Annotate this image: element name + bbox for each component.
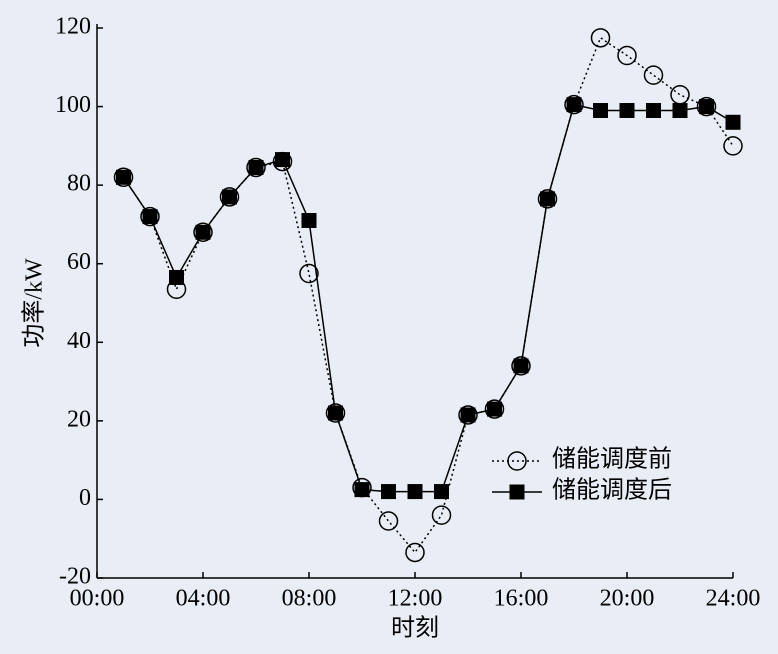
data-point — [511, 356, 531, 376]
y-tick-label: 20 — [67, 406, 91, 432]
data-point — [696, 96, 717, 117]
data-point — [195, 224, 211, 240]
data-point — [513, 358, 529, 374]
data-point — [619, 103, 635, 118]
legend-label: 储能调度前 — [552, 446, 672, 473]
data-point — [593, 103, 608, 118]
legend-label: 储能调度后 — [552, 477, 672, 504]
data-point — [299, 263, 319, 284]
y-tick-label: -20 — [59, 564, 91, 590]
y-tick-label: 120 — [55, 14, 91, 40]
data-point — [643, 65, 664, 85]
data-point — [434, 484, 449, 500]
data-point — [672, 103, 688, 118]
y-tick-label: 40 — [67, 328, 91, 354]
data-point — [590, 28, 611, 48]
data-point — [222, 189, 237, 205]
y-tick-label: 60 — [67, 249, 91, 275]
y-tick-label: 100 — [55, 92, 91, 118]
series-line — [122, 36, 734, 554]
data-point — [699, 99, 714, 115]
legend-marker — [507, 451, 527, 471]
data-point — [354, 482, 370, 498]
data-point — [142, 209, 158, 225]
y-axis-label: 功率/kW — [21, 258, 48, 348]
data-point — [407, 484, 423, 500]
y-tick-label: 80 — [67, 171, 91, 197]
data-point — [460, 407, 476, 423]
data-point — [725, 114, 741, 130]
x-tick-label: 24:00 — [706, 586, 761, 612]
data-point — [116, 169, 131, 185]
data-point — [248, 159, 264, 175]
data-point — [378, 511, 399, 531]
data-point — [458, 405, 478, 425]
data-point — [325, 403, 346, 423]
data-point — [431, 505, 452, 525]
x-tick-label: 08:00 — [282, 586, 337, 612]
data-point — [564, 94, 584, 115]
x-tick-label: 04:00 — [176, 586, 231, 612]
data-point — [193, 222, 213, 243]
data-point — [140, 206, 160, 227]
x-tick-label: 16:00 — [494, 586, 549, 612]
data-point — [246, 157, 266, 178]
legend-marker — [509, 484, 525, 500]
data-point — [537, 189, 558, 209]
x-axis-label: 时刻 — [391, 615, 439, 642]
x-tick-label: 12:00 — [388, 586, 443, 612]
data-point — [113, 167, 134, 188]
y-tick-label: 0 — [79, 485, 91, 511]
data-point — [219, 187, 240, 207]
data-point — [275, 152, 290, 168]
data-point — [484, 399, 505, 419]
data-point — [169, 269, 184, 285]
data-point — [381, 484, 396, 500]
data-point — [301, 213, 317, 228]
data-point — [540, 191, 555, 207]
data-point — [566, 97, 582, 113]
x-tick-label: 00:00 — [70, 586, 125, 612]
data-point — [646, 103, 661, 118]
x-tick-label: 20:00 — [600, 586, 655, 612]
data-point — [617, 45, 637, 66]
data-point — [723, 136, 743, 156]
data-point — [487, 401, 502, 417]
data-point — [328, 405, 343, 421]
data-point — [405, 542, 425, 563]
